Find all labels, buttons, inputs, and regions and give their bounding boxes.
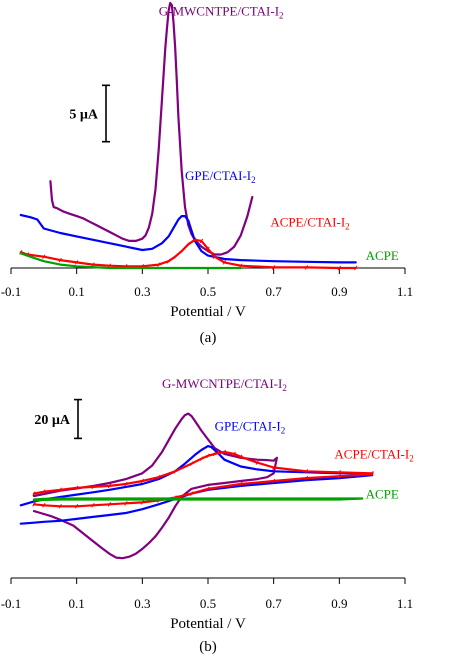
series-line-g-mwcntpe-ctai-i2 [32, 412, 278, 560]
series-texture-mark [157, 262, 161, 267]
series-line-gpe-ctai-i2 [19, 445, 374, 525]
series-texture-mark [212, 254, 217, 259]
series-texture-mark [107, 502, 112, 507]
x-tick-label: 1.1 [397, 284, 413, 299]
series-line-acpe-ctai-i2 [19, 238, 357, 270]
series-texture-mark [166, 258, 171, 264]
series-texture-mark [199, 456, 204, 462]
x-tick-label: 1.1 [397, 596, 413, 611]
x-tick-label: -0.1 [1, 284, 22, 299]
series-texture-mark [91, 262, 95, 267]
series-texture-mark [140, 478, 144, 484]
series-line-acpe [19, 252, 242, 270]
series-texture-mark [180, 248, 184, 254]
chart-panel-a: -0.1 0.1 0.3 0.5 0.7 0.9 1.1 Potential / V (a) G-… [1, 1, 413, 346]
x-tick-label: 0.7 [266, 284, 283, 299]
series-texture-mark [173, 254, 177, 259]
series-line-gpe-ctai-i2 [19, 213, 357, 264]
series-label-acpe: ACPE [366, 486, 399, 501]
series-label-gpe-ctai-i2: GPE/CTAI-I2 [185, 168, 256, 185]
series-texture-mark [337, 470, 341, 475]
series-texture-mark [304, 469, 309, 474]
series-texture-mark [206, 453, 210, 459]
series-label-acpe: ACPE [366, 248, 399, 263]
series-texture-mark [140, 500, 144, 505]
x-tick-label: 0.1 [69, 596, 85, 611]
x-tick-label: 0.3 [134, 596, 150, 611]
panel-label: (b) [199, 639, 217, 655]
x-tick-label: 0.1 [69, 284, 85, 299]
series-texture-mark [199, 238, 204, 244]
series-texture-mark [337, 265, 341, 271]
series-label-g-mwcntpe-ctai-i2: G-MWCNTPE/CTAI-I2 [162, 376, 287, 393]
series-texture-mark [75, 503, 79, 509]
x-axis-title: Potential / V [170, 304, 246, 320]
series-texture-mark [58, 503, 62, 509]
x-tick-label: 0.5 [200, 596, 216, 611]
series-texture-mark [157, 474, 161, 480]
series-texture-mark [42, 489, 46, 494]
series-texture-mark [42, 254, 46, 259]
series-label-gpe-ctai-i2: GPE/CTAI-I2 [215, 419, 286, 436]
series-texture-mark [189, 461, 194, 466]
series-texture-mark [124, 501, 128, 506]
x-tick-label: 0.9 [331, 596, 347, 611]
x-tick-label: 0.3 [134, 284, 150, 299]
series-texture-mark [272, 478, 276, 484]
x-tick-label: -0.1 [1, 596, 22, 611]
series-texture-mark [272, 265, 276, 270]
series-texture-mark [173, 469, 177, 474]
series-texture-mark [75, 485, 79, 491]
series-texture-mark [186, 242, 190, 247]
chart-panel-b: -0.1 0.1 0.3 0.5 0.7 0.9 1.1 Potential / V (b) G-… [1, 376, 414, 655]
series-texture-mark [304, 265, 309, 270]
series-texture-mark [32, 502, 36, 507]
series-label-acpe-ctai-i2: ACPE/CTAI-I2 [334, 447, 413, 464]
series-texture-mark [222, 260, 227, 265]
series-texture-mark [304, 475, 309, 481]
series-texture-mark [206, 246, 210, 252]
series-texture-mark [75, 260, 79, 265]
series-texture-mark [189, 491, 194, 496]
series-texture-mark [91, 503, 95, 508]
scale-bar-label: 20 µA [34, 413, 71, 428]
x-tick-label: 0.5 [200, 284, 216, 299]
series-texture-mark [272, 465, 276, 470]
series-texture-mark [42, 503, 46, 508]
series-texture-mark [212, 451, 217, 457]
series-texture-mark [193, 237, 197, 243]
series-texture-mark [239, 454, 243, 460]
series-texture-mark [222, 449, 227, 455]
series-texture-mark [370, 471, 374, 477]
series-texture-mark [107, 483, 112, 489]
x-axis-title: Potential / V [170, 616, 246, 632]
scale-bar-label: 5 µA [69, 108, 99, 123]
panel-label: (a) [200, 330, 217, 346]
series-texture-mark [58, 257, 62, 263]
series-texture-mark [58, 487, 62, 493]
series-line-g-mwcntpe-ctai-i2 [49, 1, 254, 256]
series-texture-mark [91, 484, 95, 490]
series-label-acpe-ctai-i2: ACPE/CTAI-I2 [270, 214, 349, 231]
series-texture-mark [255, 460, 259, 465]
series-texture-mark [32, 491, 36, 496]
series-texture-mark [206, 486, 210, 492]
series-texture-mark [239, 481, 243, 487]
series-texture-mark [354, 265, 358, 271]
series-texture-mark [232, 451, 236, 457]
x-tick-label: 0.9 [331, 284, 347, 299]
series-line-acpe [32, 497, 364, 502]
series-label-g-mwcntpe-ctai-i2: G-MWCNTPE/CTAI-I2 [159, 3, 284, 20]
series-texture-mark [124, 481, 128, 487]
x-tick-label: 0.7 [266, 596, 283, 611]
series-texture-mark [337, 473, 341, 479]
